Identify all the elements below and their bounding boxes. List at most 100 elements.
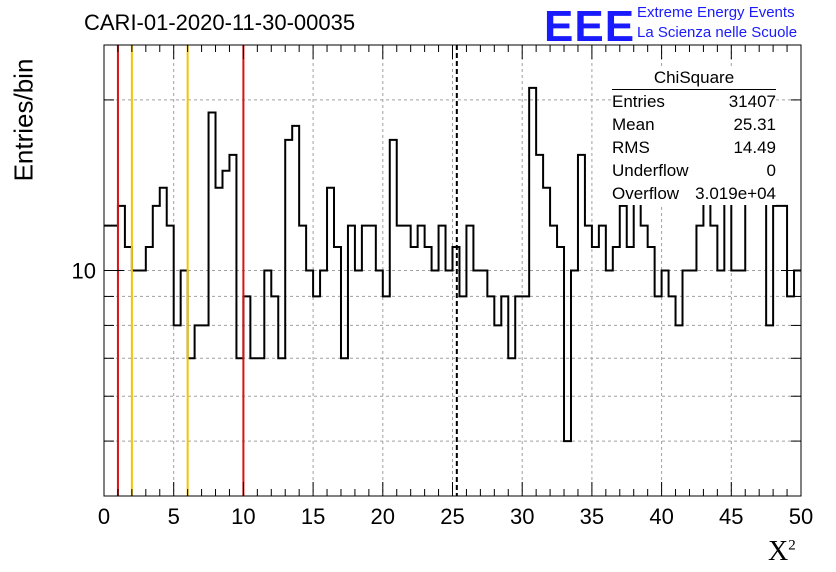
- histogram-bin: [731, 271, 738, 497]
- x-tick-label: 25: [440, 504, 464, 529]
- histogram-bin: [627, 247, 634, 496]
- histogram-bin: [132, 271, 139, 497]
- x-axis-label: X2: [768, 536, 796, 567]
- histogram-bin: [355, 271, 362, 497]
- stats-row-entries: Entries 31407: [612, 92, 776, 111]
- histogram-bin: [146, 247, 153, 496]
- histogram-bin: [334, 247, 341, 496]
- histogram-bin: [738, 271, 745, 497]
- histogram-bin: [710, 226, 717, 496]
- histogram-bin: [160, 188, 167, 496]
- histogram-bin: [292, 126, 299, 496]
- histogram-bin: [104, 226, 111, 496]
- histogram-bin: [501, 296, 508, 496]
- histogram-bin: [139, 271, 146, 497]
- histogram-bin: [620, 206, 627, 496]
- histogram-bin: [508, 358, 515, 496]
- x-tick-label: 45: [719, 504, 743, 529]
- histogram-bin: [222, 171, 229, 496]
- histogram-bin: [473, 271, 480, 497]
- histogram-bin: [578, 155, 585, 496]
- logo-line-1: Extreme Energy Events: [637, 4, 795, 21]
- histogram-bin: [348, 226, 355, 496]
- histogram-bin: [362, 226, 369, 496]
- histogram-bin: [411, 247, 418, 496]
- histogram-bin: [459, 296, 466, 496]
- histogram-bin: [446, 271, 453, 497]
- histogram-bin: [209, 113, 216, 496]
- histogram-bin: [188, 358, 195, 496]
- histogram-bin: [432, 271, 439, 497]
- stats-row-rms: RMS 14.49: [612, 138, 776, 157]
- x-tick-label: 50: [789, 504, 813, 529]
- histogram-bin: [766, 325, 773, 496]
- x-tick-label: 20: [371, 504, 395, 529]
- histogram-bin: [264, 271, 271, 497]
- histogram-bin: [487, 296, 494, 496]
- stats-title: ChiSquare: [612, 68, 776, 90]
- histogram-bin: [418, 226, 425, 496]
- x-axis-label-superscript: 2: [788, 537, 796, 554]
- histogram-bin: [703, 171, 710, 496]
- stats-row-overflow: Overflow 3.019e+04: [612, 184, 776, 203]
- histogram-bin: [773, 206, 780, 496]
- stats-row-underflow: Underflow 0: [612, 161, 776, 180]
- histogram-bin: [564, 441, 571, 496]
- histogram-bin: [634, 188, 641, 496]
- histogram-bin: [167, 226, 174, 496]
- histogram-bin: [557, 247, 564, 496]
- histogram-series: [104, 86, 801, 443]
- histogram-bin: [724, 188, 731, 496]
- histogram-bin: [425, 247, 432, 496]
- x-tick-label: 15: [301, 504, 325, 529]
- histogram-bin: [216, 188, 223, 496]
- histogram-bin: [669, 296, 676, 496]
- histogram-bin: [390, 140, 397, 496]
- histogram-bin: [397, 226, 404, 496]
- y-tick-label: 10: [72, 259, 96, 284]
- histogram-bin: [794, 271, 801, 497]
- histogram-bin: [696, 226, 703, 496]
- histogram-bin: [683, 271, 690, 497]
- histogram-bin: [550, 226, 557, 496]
- histogram-bin: [745, 171, 752, 496]
- histogram-bin: [494, 325, 501, 496]
- x-tick-label: 40: [649, 504, 673, 529]
- histogram-bin: [439, 226, 446, 496]
- histogram-bin: [613, 247, 620, 496]
- histogram-bin: [648, 247, 655, 496]
- x-tick-label: 10: [231, 504, 255, 529]
- histogram-bin: [689, 271, 696, 497]
- histogram-bin: [752, 188, 759, 496]
- histogram-bin: [327, 188, 334, 496]
- histogram-bin: [369, 226, 376, 496]
- histogram-bin: [341, 358, 348, 496]
- stats-row-mean: Mean 25.31: [612, 115, 776, 134]
- histogram-bin: [299, 226, 306, 496]
- y-axis-label-box: Entries/bin: [4, 40, 44, 200]
- histogram-bin: [202, 325, 209, 496]
- histogram-bin: [376, 271, 383, 497]
- histogram-bin: [655, 296, 662, 496]
- histogram-bin: [676, 325, 683, 496]
- histogram-bin: [320, 271, 327, 497]
- histogram-bin: [278, 358, 285, 496]
- histogram-bin: [599, 226, 606, 496]
- eee-logo: EEE: [544, 2, 636, 51]
- histogram-bin: [717, 271, 724, 497]
- histogram-bin: [662, 271, 669, 497]
- histogram-bin: [536, 155, 543, 496]
- y-axis-label: Entries/bin: [8, 58, 39, 182]
- histogram-bin: [404, 226, 411, 496]
- histogram-bin: [125, 247, 132, 496]
- histogram-bin: [153, 206, 160, 496]
- histogram-bin: [383, 296, 390, 496]
- histogram-bin: [453, 247, 460, 496]
- histogram-bin: [529, 88, 536, 496]
- histogram-bin: [780, 206, 787, 496]
- x-tick-label: 35: [580, 504, 604, 529]
- x-tick-label: 5: [168, 504, 180, 529]
- histogram-bin: [592, 247, 599, 496]
- histogram-bin: [585, 226, 592, 496]
